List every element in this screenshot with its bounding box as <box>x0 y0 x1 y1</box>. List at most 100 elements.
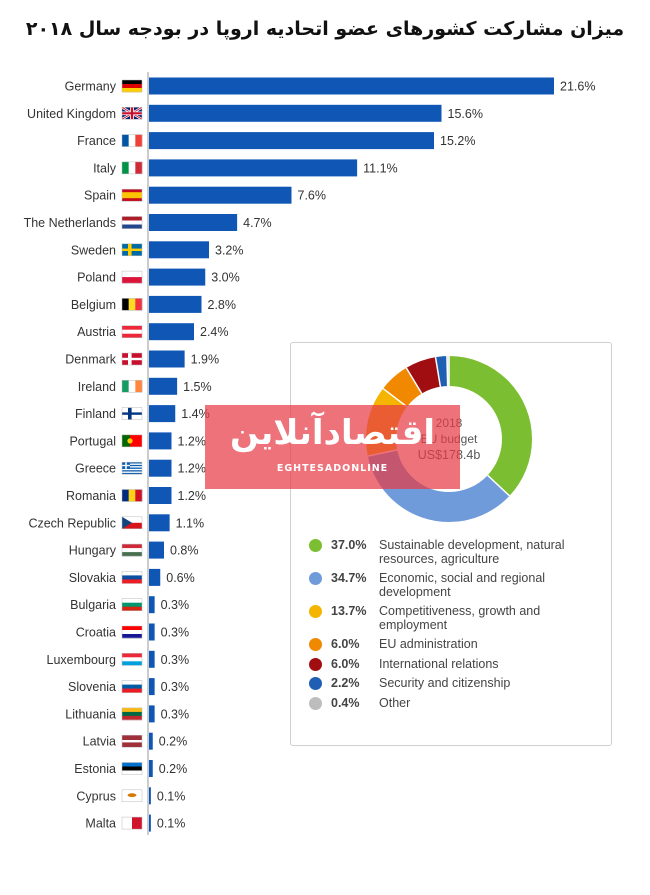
country-label-ireland: Ireland <box>78 380 116 394</box>
legend-item: 0.4% Other <box>309 695 605 711</box>
donut-separator <box>446 356 449 387</box>
legend-swatch <box>309 572 322 585</box>
flag-icon-ireland <box>121 380 143 393</box>
flag-icon-slovakia <box>121 571 143 584</box>
country-label-slovakia: Slovakia <box>69 571 116 585</box>
value-label-united-kingdom: 15.6% <box>448 107 483 121</box>
bar-slovakia <box>149 568 161 586</box>
legend-swatch <box>309 638 322 651</box>
value-label-slovenia: 0.3% <box>161 680 190 694</box>
value-label-cyprus: 0.1% <box>157 789 186 803</box>
bar-malta <box>149 814 151 832</box>
bar-the-netherlands <box>149 214 238 231</box>
bar-belgium <box>149 295 202 313</box>
bar-spain <box>149 186 292 204</box>
value-label-germany: 21.6% <box>560 80 595 94</box>
bar-bulgaria <box>149 596 155 614</box>
bar-slovenia <box>149 678 155 696</box>
flag-icon-romania <box>121 489 143 502</box>
value-label-malta: 0.1% <box>157 817 186 831</box>
watermark-logo: اقتصادآنلاین EGHTESADONLINE <box>205 405 460 489</box>
donut-separator <box>487 474 511 497</box>
country-label-cyprus: Cyprus <box>76 789 116 803</box>
value-label-denmark: 1.9% <box>191 353 220 367</box>
value-label-belgium: 2.8% <box>208 298 237 312</box>
flag-icon-malta <box>121 816 143 830</box>
value-label-bulgaria: 0.3% <box>161 598 190 612</box>
flag-icon-latvia <box>121 734 143 748</box>
legend-item: 37.0% Sustainable development, natural re… <box>309 538 605 566</box>
bar-greece <box>149 459 172 477</box>
bar-germany <box>149 77 554 95</box>
legend-label: International relations <box>379 656 499 671</box>
country-label-finland: Finland <box>75 407 116 421</box>
bar-ireland <box>149 377 178 395</box>
flag-icon-czech-republic <box>121 516 143 530</box>
country-label-united-kingdom: United Kingdom <box>27 107 116 121</box>
country-label-denmark: Denmark <box>65 353 116 367</box>
flag-icon-cyprus <box>121 789 143 803</box>
flag-icon-sweden <box>121 243 143 257</box>
flag-icon-portugal <box>121 434 143 448</box>
flag-icon-finland <box>121 407 143 420</box>
country-label-portugal: Portugal <box>69 434 116 448</box>
bar-italy <box>149 159 358 177</box>
legend-item: 13.7% Competitiveness, growth and employm… <box>309 604 605 632</box>
legend-percent: 2.2% <box>331 676 360 690</box>
watermark-latin-name: EGHTESADONLINE <box>276 463 389 474</box>
flag-icon-lithuania <box>121 707 143 721</box>
value-label-ireland: 1.5% <box>183 380 212 394</box>
flag-icon-greece <box>121 461 143 475</box>
legend-swatch <box>309 657 322 671</box>
flag-icon-bulgaria <box>121 598 143 611</box>
value-label-austria: 2.4% <box>200 325 229 339</box>
flag-icon-italy <box>121 161 143 175</box>
value-label-italy: 11.1% <box>363 161 398 175</box>
bar-france <box>149 132 434 150</box>
flag-icon-the-netherlands <box>121 216 143 229</box>
flag-icon-germany <box>121 79 143 93</box>
legend-percent: 37.0% <box>331 538 367 552</box>
country-label-croatia: Croatia <box>76 626 116 640</box>
country-label-estonia: Estonia <box>74 762 116 776</box>
country-label-bulgaria: Bulgaria <box>70 598 116 612</box>
legend-percent: 6.0% <box>331 637 360 651</box>
legend-percent: 6.0% <box>331 656 360 671</box>
legend-percent: 0.4% <box>331 695 360 710</box>
flag-icon-hungary <box>121 543 143 557</box>
bar-lithuania <box>149 705 155 723</box>
country-label-romania: Romania <box>66 489 116 503</box>
country-label-latvia: Latvia <box>83 735 116 749</box>
flag-icon-denmark <box>121 352 143 366</box>
country-label-poland: Poland <box>77 271 116 285</box>
flag-icon-poland <box>121 270 143 284</box>
bar-luxembourg <box>149 650 155 668</box>
legend-item: 6.0% EU administration <box>309 637 605 652</box>
value-label-slovakia: 0.6% <box>166 571 195 585</box>
budget-legend: 37.0% Sustainable development, natural re… <box>309 538 605 716</box>
bar-united-kingdom <box>149 104 442 122</box>
country-label-belgium: Belgium <box>71 298 116 312</box>
bar-romania <box>149 487 172 504</box>
bar-finland <box>149 405 176 423</box>
country-label-france: France <box>77 134 116 148</box>
value-label-finland: 1.4% <box>181 407 210 421</box>
bar-poland <box>149 268 206 286</box>
donut-separator <box>405 367 423 394</box>
value-label-estonia: 0.2% <box>159 762 188 776</box>
bar-hungary <box>149 541 164 559</box>
flag-icon-luxembourg <box>121 653 143 666</box>
bar-czech-republic <box>149 514 170 532</box>
country-label-lithuania: Lithuania <box>65 707 116 721</box>
legend-swatch <box>309 605 322 618</box>
flag-icon-united-kingdom <box>121 106 143 121</box>
legend-percent: 34.7% <box>331 571 367 585</box>
watermark-name: اقتصادآنلاین <box>229 413 436 453</box>
bar-sweden <box>149 241 209 259</box>
flag-icon-belgium <box>121 298 143 311</box>
bar-denmark <box>149 350 185 368</box>
legend-item: 2.2% Security and citizenship <box>309 676 605 691</box>
donut-separator <box>382 387 408 408</box>
bar-estonia <box>149 760 153 777</box>
